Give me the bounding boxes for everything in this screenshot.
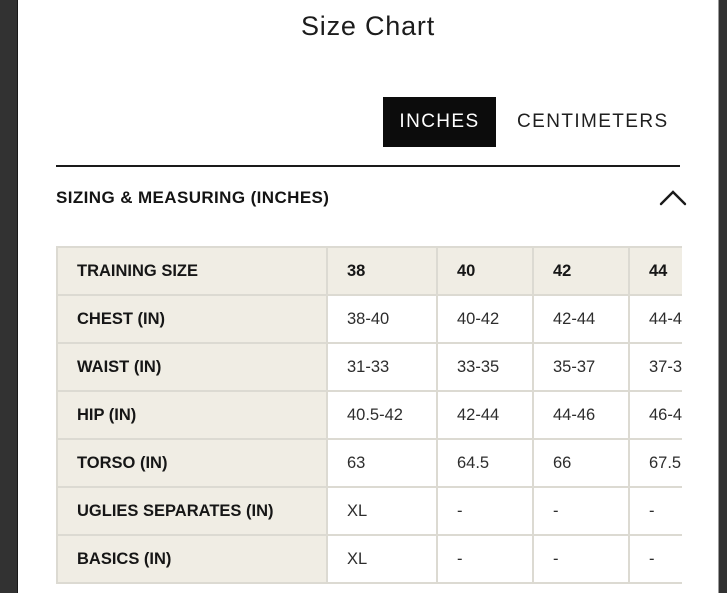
table-cell: 40-42 (436, 294, 534, 344)
section-title: SIZING & MEASURING (INCHES) (56, 188, 330, 207)
row-label: UGLIES SEPARATES (IN) (56, 486, 328, 536)
row-label: WAIST (IN) (56, 342, 328, 392)
table-header-row: TRAINING SIZE 38 40 42 44 (56, 246, 682, 296)
accordion-header-sizing[interactable]: SIZING & MEASURING (INCHES) (56, 184, 687, 212)
table-row: UGLIES SEPARATES (IN) XL - - - (56, 486, 682, 536)
unit-toggle: INCHES CENTIMETERS (383, 97, 690, 147)
page-edge-left (0, 0, 18, 593)
table-cell: 37-39 (628, 342, 682, 392)
table-cell: 44-46 (628, 294, 682, 344)
table-cell: 38-40 (326, 294, 438, 344)
page-edge-right (718, 0, 727, 593)
table-cell: 46-48 (628, 390, 682, 440)
chevron-up-icon[interactable] (658, 189, 688, 207)
table-cell: 64.5 (436, 438, 534, 488)
table-cell: 66 (532, 438, 630, 488)
header-cell: 42 (532, 246, 630, 296)
header-cell: TRAINING SIZE (56, 246, 328, 296)
table-row: HIP (IN) 40.5-42 42-44 44-46 46-48 (56, 390, 682, 440)
table-cell: 63 (326, 438, 438, 488)
divider (56, 165, 680, 167)
table-cell: 67.5 (628, 438, 682, 488)
header-cell: 38 (326, 246, 438, 296)
table-cell: XL (326, 534, 438, 584)
table-row: TORSO (IN) 63 64.5 66 67.5 (56, 438, 682, 488)
table-cell: XL (326, 486, 438, 536)
table-cell: - (532, 534, 630, 584)
table-row: BASICS (IN) XL - - - (56, 534, 682, 584)
table-cell: - (532, 486, 630, 536)
table-cell: 35-37 (532, 342, 630, 392)
page-title: Size Chart (300, 11, 436, 41)
row-label: BASICS (IN) (56, 534, 328, 584)
size-table: TRAINING SIZE 38 40 42 44 CHEST (IN) 38-… (56, 246, 682, 584)
table-cell: 40.5-42 (326, 390, 438, 440)
row-label: TORSO (IN) (56, 438, 328, 488)
table-row: WAIST (IN) 31-33 33-35 35-37 37-39 (56, 342, 682, 392)
size-chart-modal: Size Chart INCHES CENTIMETERS SIZING & M… (19, 0, 717, 593)
row-label: CHEST (IN) (56, 294, 328, 344)
header-cell: 44 (628, 246, 682, 296)
table-cell: - (628, 534, 682, 584)
table-cell: 44-46 (532, 390, 630, 440)
table-cell: 42-44 (532, 294, 630, 344)
table-cell: - (628, 486, 682, 536)
table-cell: 31-33 (326, 342, 438, 392)
centimeters-button[interactable]: CENTIMETERS (496, 97, 690, 147)
size-table-viewport[interactable]: TRAINING SIZE 38 40 42 44 CHEST (IN) 38-… (56, 246, 682, 588)
table-cell: 33-35 (436, 342, 534, 392)
table-cell: 42-44 (436, 390, 534, 440)
header-cell: 40 (436, 246, 534, 296)
table-cell: - (436, 534, 534, 584)
inches-button[interactable]: INCHES (383, 97, 496, 147)
table-cell: - (436, 486, 534, 536)
table-row: CHEST (IN) 38-40 40-42 42-44 44-46 (56, 294, 682, 344)
row-label: HIP (IN) (56, 390, 328, 440)
